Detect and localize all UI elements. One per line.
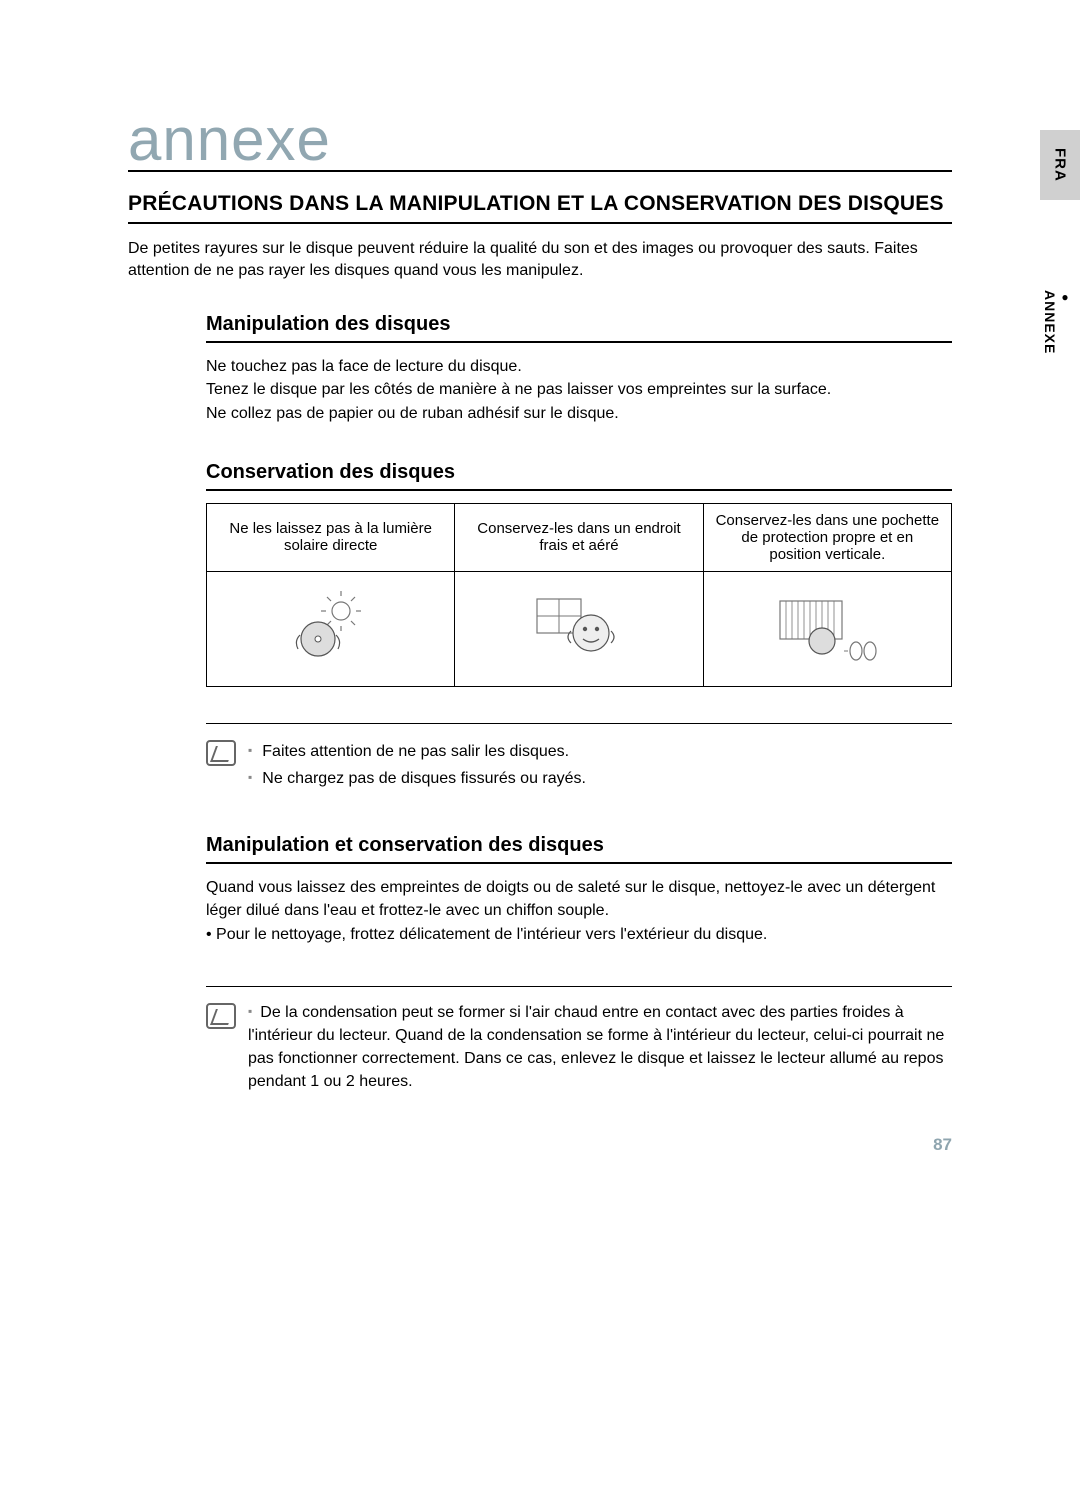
table-cell-illustration bbox=[703, 571, 951, 686]
table-cell-illustration bbox=[455, 571, 703, 686]
note-item: Faites attention de ne pas salir les dis… bbox=[248, 738, 586, 765]
cool-place-illustration-icon bbox=[529, 591, 629, 666]
bullet-icon: ▪ bbox=[248, 1004, 252, 1018]
section1-body: Ne touchez pas la face de lecture du dis… bbox=[206, 355, 952, 425]
content-body: Manipulation des disques Ne touchez pas … bbox=[206, 313, 952, 1093]
note-icon bbox=[206, 740, 236, 766]
page-number: 87 bbox=[933, 1135, 952, 1155]
note-list: Faites attention de ne pas salir les dis… bbox=[248, 738, 586, 792]
table-header: Conservez-les dans un endroit frais et a… bbox=[455, 503, 703, 571]
document-title: annexe bbox=[128, 110, 952, 172]
note-paragraph: ▪De la condensation peut se former si l'… bbox=[248, 1001, 952, 1094]
note-icon bbox=[206, 1003, 236, 1029]
document-page: annexe PRÉCAUTIONS DANS LA MANIPULATION … bbox=[0, 0, 1080, 1195]
table-cell-illustration bbox=[207, 571, 455, 686]
section2-heading: Conservation des disques bbox=[206, 461, 952, 491]
table-header-row: Ne les laissez pas à la lumière solaire … bbox=[207, 503, 952, 571]
note-text: De la condensation peut se former si l'a… bbox=[248, 1004, 944, 1091]
section3-bullet: • Pour le nettoyage, frottez délicatemen… bbox=[206, 923, 952, 946]
section1-line: Ne collez pas de papier ou de ruban adhé… bbox=[206, 402, 952, 425]
section3-heading: Manipulation et conservation des disques bbox=[206, 834, 952, 864]
sunlight-illustration-icon bbox=[286, 591, 376, 666]
section1-heading: Manipulation des disques bbox=[206, 313, 952, 343]
section3-body: Quand vous laissez des empreintes de doi… bbox=[206, 876, 952, 946]
intro-paragraph: De petites rayures sur le disque peuvent… bbox=[128, 238, 952, 281]
vertical-storage-illustration-icon bbox=[772, 589, 882, 669]
section1-line: Ne touchez pas la face de lecture du dis… bbox=[206, 355, 952, 378]
section3-para: Quand vous laissez des empreintes de doi… bbox=[206, 876, 952, 922]
storage-table: Ne les laissez pas à la lumière solaire … bbox=[206, 503, 952, 687]
table-image-row bbox=[207, 571, 952, 686]
note-block-1: Faites attention de ne pas salir les dis… bbox=[206, 723, 952, 792]
main-heading: PRÉCAUTIONS DANS LA MANIPULATION ET LA C… bbox=[128, 192, 952, 224]
note-item: Ne chargez pas de disques fissurés ou ra… bbox=[248, 765, 586, 792]
table-header: Conservez-les dans une pochette de prote… bbox=[703, 503, 951, 571]
note-block-2: ▪De la condensation peut se former si l'… bbox=[206, 986, 952, 1094]
table-header: Ne les laissez pas à la lumière solaire … bbox=[207, 503, 455, 571]
section1-line: Tenez le disque par les côtés de manière… bbox=[206, 378, 952, 401]
